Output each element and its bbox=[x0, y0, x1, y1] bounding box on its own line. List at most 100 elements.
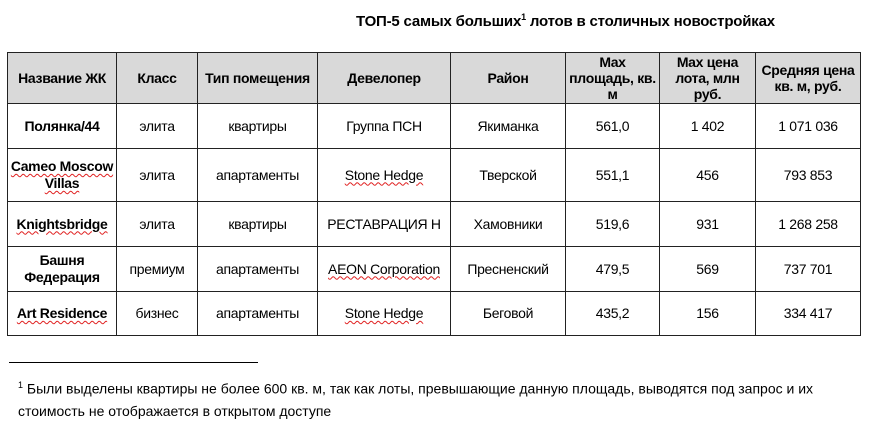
column-header: Max цена лота, млн руб. bbox=[659, 52, 756, 104]
table-cell: Беговой bbox=[450, 291, 566, 336]
cell-text: Группа ПСН bbox=[346, 117, 422, 134]
cell-text: 456 bbox=[696, 166, 719, 183]
cell-text: 737 701 bbox=[783, 260, 833, 277]
cell-text: Башня Федерация bbox=[24, 252, 100, 285]
table-cell: 156 bbox=[659, 291, 756, 336]
table-cell: AEON Corporation bbox=[317, 246, 451, 292]
cell-text: Якиманка bbox=[477, 117, 539, 134]
cell-text: бизнес bbox=[135, 305, 179, 321]
table-cell: РЕСТАВРАЦИЯ Н bbox=[317, 201, 451, 247]
cell-text: квартиры bbox=[228, 117, 287, 134]
table-cell: апартаменты bbox=[197, 291, 318, 336]
cell-text: 569 bbox=[696, 260, 719, 277]
table-row: Башня Федерация премиум апартаменты AEON Co… bbox=[7, 246, 861, 292]
table-row: Полянка/44 элита квартиры Группа ПСН Якиманк… bbox=[7, 103, 861, 149]
footnote-text: Были выделены квартиры не более 600 кв. … bbox=[18, 380, 814, 419]
table-cell: 1 402 bbox=[659, 103, 756, 149]
cell-text: 1 071 036 bbox=[778, 117, 838, 134]
table-cell: 561,0 bbox=[565, 103, 660, 149]
table-cell: Полянка/44 bbox=[7, 103, 117, 149]
cell-text: элита bbox=[139, 117, 175, 134]
table-cell: Группа ПСН bbox=[317, 103, 451, 149]
title-text: ТОП-5 самых больших bbox=[356, 13, 522, 30]
cell-text: 561,0 bbox=[595, 117, 630, 134]
cell-text: 931 bbox=[696, 215, 719, 232]
cell-text: премиум bbox=[129, 260, 185, 277]
cell-text: квартиры bbox=[228, 215, 287, 232]
column-header: Девелопер bbox=[317, 52, 451, 104]
cell-text: элита bbox=[139, 166, 175, 183]
table-cell: 435,2 bbox=[565, 291, 660, 336]
table-row: Art Residence бизнес апартаменты Stone Hedg… bbox=[7, 291, 861, 336]
lots-table: Название ЖК Класс Тип помещения Девелопер Ра… bbox=[7, 52, 861, 336]
table-cell: 479,5 bbox=[565, 246, 660, 292]
table-row: Knightsbridge элита квартиры РЕСТАВРАЦИЯ Н Х… bbox=[7, 201, 861, 247]
column-header: Класс bbox=[116, 52, 198, 104]
cell-text: 793 853 bbox=[783, 166, 833, 183]
table-cell: 551,1 bbox=[565, 148, 660, 202]
column-header: Район bbox=[450, 52, 566, 104]
footnote-ref: 1 bbox=[521, 12, 526, 22]
table-cell: бизнес bbox=[116, 291, 198, 336]
cell-text: Беговой bbox=[482, 305, 534, 321]
cell-text: апартаменты bbox=[216, 166, 299, 183]
column-header: Название ЖК bbox=[7, 52, 117, 104]
cell-text: 1 268 258 bbox=[778, 215, 838, 232]
column-header: Тип помещения bbox=[197, 52, 318, 104]
table-cell: 793 853 bbox=[755, 148, 861, 202]
table-cell: Cameo Moscow Villas bbox=[7, 148, 117, 202]
cell-text: апартаменты bbox=[216, 260, 299, 277]
cell-text: 334 417 bbox=[783, 305, 833, 321]
cell-text: Knightsbridge bbox=[16, 215, 108, 232]
cell-text: 479,5 bbox=[595, 260, 630, 277]
cell-text: элита bbox=[139, 215, 175, 232]
table-cell: апартаменты bbox=[197, 148, 318, 202]
cell-text: Пресненский bbox=[467, 260, 549, 277]
cell-text: AEON Corporation bbox=[328, 260, 440, 277]
table-cell: 1 071 036 bbox=[755, 103, 861, 149]
table-cell: 334 417 bbox=[755, 291, 861, 336]
cell-text: 156 bbox=[696, 305, 719, 321]
table-row: Cameo Moscow Villas элита апартаменты Stone… bbox=[7, 148, 861, 202]
cell-text: Тверской bbox=[479, 166, 537, 183]
cell-text: Art Residence bbox=[16, 305, 108, 321]
table-cell: 569 bbox=[659, 246, 756, 292]
table-cell: Якиманка bbox=[450, 103, 566, 149]
page-title: ТОП-5 самых больших1 лотов в столичных н… bbox=[356, 12, 775, 30]
footnote-mark: 1 bbox=[18, 380, 24, 390]
cell-text: апартаменты bbox=[216, 305, 299, 321]
column-header: Средняя цена кв. м, руб. bbox=[755, 52, 861, 104]
cell-text: Полянка/44 bbox=[24, 117, 100, 134]
table-cell: Knightsbridge bbox=[7, 201, 117, 247]
table-cell: апартаменты bbox=[197, 246, 318, 292]
title-rest: лотов в столичных новостройках bbox=[525, 13, 775, 30]
column-header: Max площадь, кв. м bbox=[565, 52, 660, 104]
table-cell: Stone Hedge bbox=[317, 148, 451, 202]
cell-text: РЕСТАВРАЦИЯ Н bbox=[327, 215, 441, 232]
cell-text: Stone Hedge bbox=[344, 166, 424, 183]
cell-text: Хамовники bbox=[473, 215, 543, 232]
table-cell: 1 268 258 bbox=[755, 201, 861, 247]
table-cell: квартиры bbox=[197, 103, 318, 149]
table-cell: 519,6 bbox=[565, 201, 660, 247]
cell-text: 1 402 bbox=[690, 117, 725, 134]
footnote: 1 Были выделены квартиры не более 600 кв… bbox=[18, 374, 838, 422]
table-cell: Башня Федерация bbox=[7, 246, 117, 292]
table-cell: Хамовники bbox=[450, 201, 566, 247]
cell-text: Stone Hedge bbox=[344, 305, 424, 321]
table-cell: элита bbox=[116, 148, 198, 202]
cell-text: 519,6 bbox=[595, 215, 630, 232]
table-cell: Тверской bbox=[450, 148, 566, 202]
cell-text: 551,1 bbox=[595, 166, 630, 183]
cell-text: Cameo Moscow Villas bbox=[10, 158, 114, 191]
table-cell: 456 bbox=[659, 148, 756, 202]
table-cell: Пресненский bbox=[450, 246, 566, 292]
table-cell: 931 bbox=[659, 201, 756, 247]
table-cell: 737 701 bbox=[755, 246, 861, 292]
cell-text: 435,2 bbox=[595, 305, 630, 321]
table-cell: премиум bbox=[116, 246, 198, 292]
table-cell: квартиры bbox=[197, 201, 318, 247]
table-cell: Stone Hedge bbox=[317, 291, 451, 336]
table-cell: Art Residence bbox=[7, 291, 117, 336]
table-cell: элита bbox=[116, 103, 198, 149]
